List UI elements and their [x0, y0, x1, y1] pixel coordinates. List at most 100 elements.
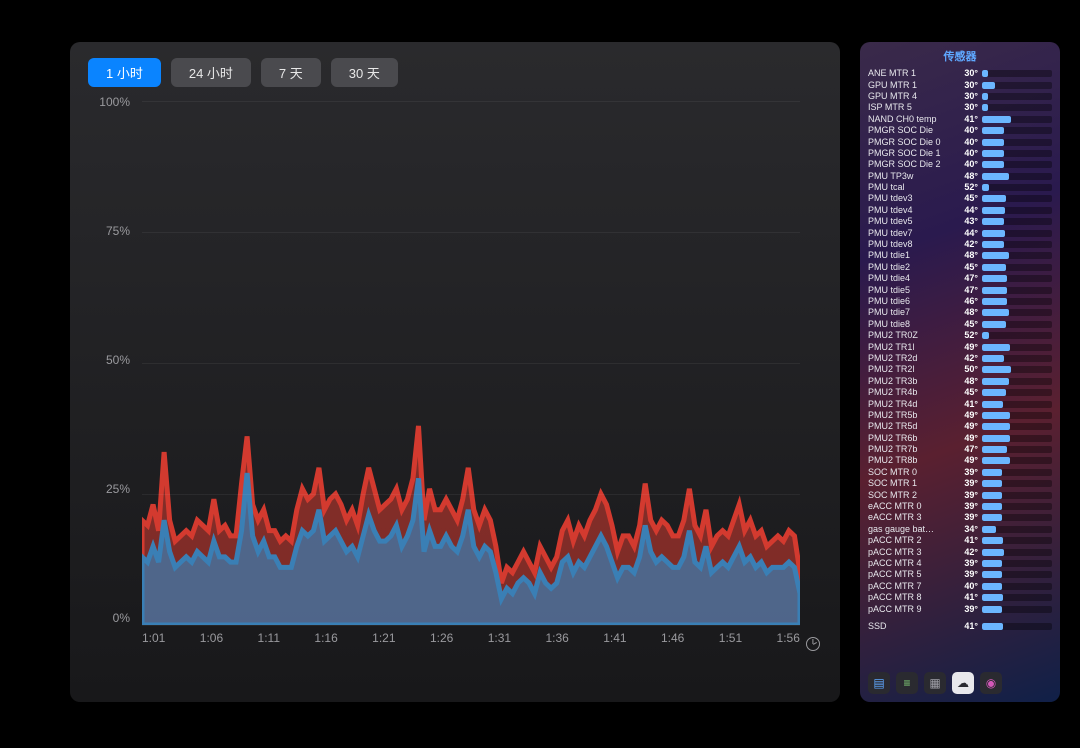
sensor-row[interactable]: PMU tdie748° — [868, 307, 1052, 318]
sensor-bar-fill — [982, 492, 1002, 499]
sensor-value: 46° — [956, 296, 982, 307]
sensor-row[interactable]: PMU tdev543° — [868, 216, 1052, 227]
sensor-name: PMGR SOC Die 0 — [868, 137, 956, 148]
sensor-row[interactable]: PMU tdie447° — [868, 273, 1052, 284]
sensor-row[interactable]: pACC MTR 439° — [868, 558, 1052, 569]
sensor-row[interactable]: eACC MTR 039° — [868, 501, 1052, 512]
sensor-value: 49° — [956, 455, 982, 466]
sensor-row[interactable]: pACC MTR 342° — [868, 546, 1052, 557]
sensor-row[interactable]: PMU2 TR6b49° — [868, 433, 1052, 444]
sensor-name: PMU tdev8 — [868, 239, 956, 250]
sensor-row[interactable]: PMU tdev444° — [868, 205, 1052, 216]
sensor-name: PMU tdev3 — [868, 193, 956, 204]
sensor-value: 45° — [956, 319, 982, 330]
sensor-row[interactable]: NAND CH0 temp41° — [868, 114, 1052, 125]
sensor-name: PMU2 TR4b — [868, 387, 956, 398]
x-axis-label: 1:01 — [142, 631, 165, 655]
sensor-row[interactable]: pACC MTR 539° — [868, 569, 1052, 580]
widget-cpu-icon[interactable]: ▤ — [868, 672, 890, 694]
sensor-bar — [982, 264, 1052, 271]
sensor-row[interactable]: PMU tdie845° — [868, 319, 1052, 330]
sensor-name: PMU tdie8 — [868, 319, 956, 330]
sensor-row[interactable]: GPU MTR 130° — [868, 79, 1052, 90]
sensor-row[interactable]: PMU2 TR2l50° — [868, 364, 1052, 375]
sensor-row[interactable]: PMU2 TR0Z52° — [868, 330, 1052, 341]
sensor-bar — [982, 241, 1052, 248]
time-range-tab[interactable]: 7 天 — [261, 58, 321, 87]
sensor-row[interactable]: PMU2 TR5b49° — [868, 410, 1052, 421]
sensor-bar — [982, 606, 1052, 613]
sensor-name: PMU tdev7 — [868, 228, 956, 239]
sensor-name: eACC MTR 3 — [868, 512, 956, 523]
sensor-row[interactable]: SOC MTR 039° — [868, 467, 1052, 478]
sensor-value: 39° — [956, 604, 982, 615]
sensor-row[interactable]: SOC MTR 239° — [868, 489, 1052, 500]
sensor-row[interactable]: PMU2 TR2d42° — [868, 353, 1052, 364]
sensor-row[interactable]: pACC MTR 740° — [868, 581, 1052, 592]
sensor-bar — [982, 560, 1052, 567]
sensor-row[interactable]: ANE MTR 130° — [868, 68, 1052, 79]
sensor-row[interactable]: GPU MTR 430° — [868, 91, 1052, 102]
sensor-bar-fill — [982, 195, 1006, 202]
widget-sensor-icon[interactable]: ◉ — [980, 672, 1002, 694]
sensor-row[interactable]: PMU2 TR3b48° — [868, 376, 1052, 387]
sensor-row[interactable]: SSD41° — [868, 621, 1052, 632]
sensor-bar — [982, 207, 1052, 214]
sensor-row[interactable]: PMGR SOC Die 040° — [868, 136, 1052, 147]
sensor-bar-fill — [982, 298, 1007, 305]
sensor-name: PMU2 TR2d — [868, 353, 956, 364]
time-range-tab[interactable]: 1 小时 — [88, 58, 161, 87]
widget-disk-icon[interactable]: ▦ — [924, 672, 946, 694]
sensor-bar — [982, 195, 1052, 202]
sensor-row[interactable]: PMU tdev842° — [868, 239, 1052, 250]
sensor-row[interactable]: PMGR SOC Die 240° — [868, 159, 1052, 170]
sensor-name: PMU2 TR1l — [868, 342, 956, 353]
sensor-row[interactable]: PMU2 TR4d41° — [868, 398, 1052, 409]
sensor-value: 44° — [956, 228, 982, 239]
sensor-bar-fill — [982, 366, 1011, 373]
sensor-row[interactable]: pACC MTR 841° — [868, 592, 1052, 603]
sensor-value: 49° — [956, 410, 982, 421]
sensor-row[interactable]: ISP MTR 530° — [868, 102, 1052, 113]
sensor-bar — [982, 514, 1052, 521]
time-range-tab[interactable]: 30 天 — [331, 58, 398, 87]
sensor-row[interactable]: PMU tdie245° — [868, 262, 1052, 273]
sensor-value: 41° — [956, 114, 982, 125]
sensor-row[interactable]: PMU2 TR8b49° — [868, 455, 1052, 466]
sensor-row[interactable]: gas gauge bat…34° — [868, 524, 1052, 535]
x-axis-label: 1:46 — [661, 631, 684, 655]
sensor-row[interactable]: PMU tdev345° — [868, 193, 1052, 204]
sensor-row[interactable]: PMU2 TR1l49° — [868, 341, 1052, 352]
sensor-row[interactable]: PMU tdie646° — [868, 296, 1052, 307]
sensor-bar-fill — [982, 503, 1002, 510]
sensor-row[interactable]: PMU tcal52° — [868, 182, 1052, 193]
grid-line — [142, 625, 800, 626]
time-range-tab[interactable]: 24 小时 — [171, 58, 251, 87]
sensor-row[interactable]: PMU tdie547° — [868, 284, 1052, 295]
time-range-tabs: 1 小时 24 小时 7 天 30 天 — [88, 58, 822, 87]
sensor-row[interactable]: PMU2 TR5d49° — [868, 421, 1052, 432]
sensor-row[interactable]: PMGR SOC Die 140° — [868, 148, 1052, 159]
widget-cloud-icon[interactable]: ☁ — [952, 672, 974, 694]
sensor-name: PMU tdie1 — [868, 250, 956, 261]
sensor-row[interactable]: PMU2 TR4b45° — [868, 387, 1052, 398]
sensor-row[interactable]: PMU TP3w48° — [868, 171, 1052, 182]
sensor-value: 49° — [956, 421, 982, 432]
sensor-row[interactable]: PMU tdev744° — [868, 227, 1052, 238]
sensor-row[interactable]: PMGR SOC Die40° — [868, 125, 1052, 136]
sensor-bar-fill — [982, 241, 1004, 248]
widget-mem-icon[interactable]: ≡ — [896, 672, 918, 694]
sensor-name: pACC MTR 3 — [868, 547, 956, 558]
sensor-row[interactable]: PMU tdie148° — [868, 250, 1052, 261]
sensor-name: PMU tdie7 — [868, 307, 956, 318]
sensor-row[interactable]: pACC MTR 241° — [868, 535, 1052, 546]
sensor-value: 41° — [956, 621, 982, 632]
sensor-row[interactable]: eACC MTR 339° — [868, 512, 1052, 523]
sensor-value: 52° — [956, 330, 982, 341]
sensor-list: ANE MTR 130°GPU MTR 130°GPU MTR 430°ISP … — [868, 68, 1052, 666]
sensor-row[interactable]: PMU2 TR7b47° — [868, 444, 1052, 455]
sensor-row[interactable]: SOC MTR 139° — [868, 478, 1052, 489]
chart-panel: 1 小时24 小时7 天30 天 100%75%50%25%0% 1:011:0… — [70, 42, 840, 702]
sensor-value: 48° — [956, 307, 982, 318]
sensor-row[interactable]: pACC MTR 939° — [868, 603, 1052, 614]
